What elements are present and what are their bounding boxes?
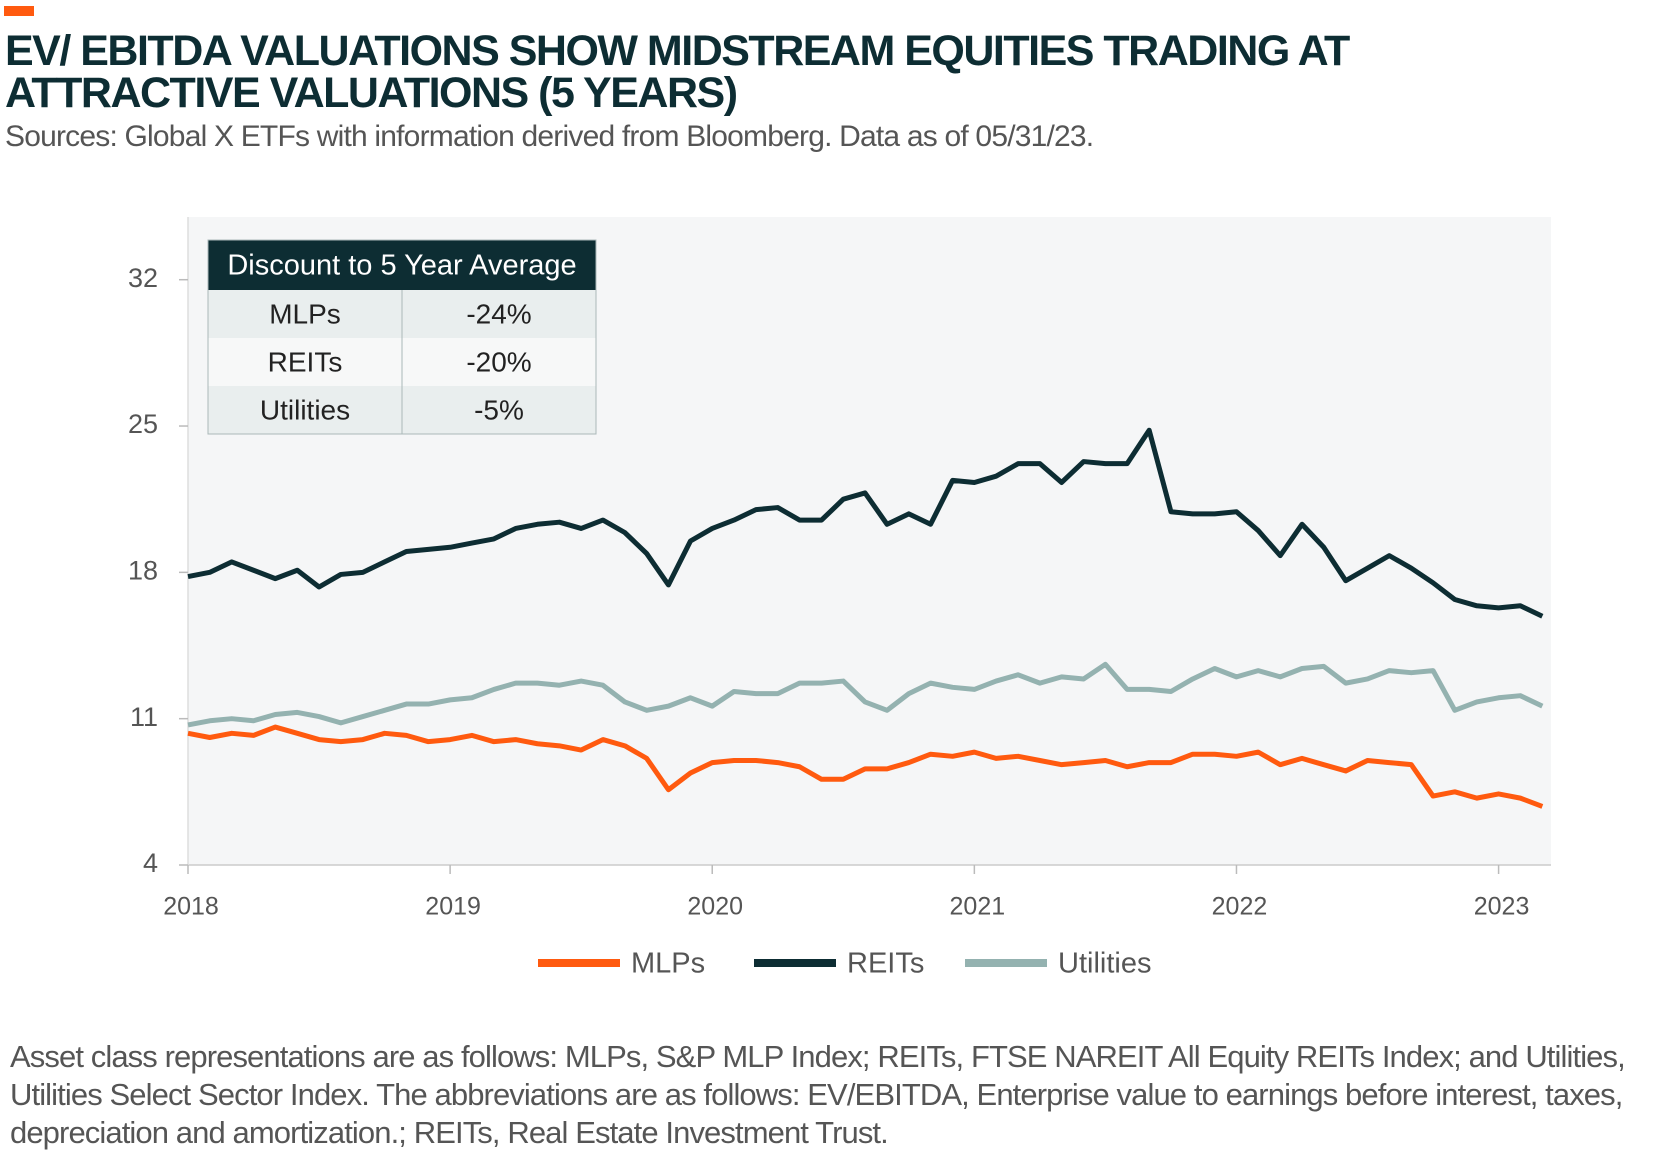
table-cell: MLPs: [269, 298, 341, 329]
footnote: Asset class representations are as follo…: [10, 1039, 1626, 1150]
chart: 4 11 18 25 32 2018 2019 2020 2021 2022 2023 MLPs REI…: [128, 217, 1551, 980]
table-header-bg: [208, 240, 596, 290]
y-tick-label: 11: [130, 702, 158, 732]
accent-bar: [4, 6, 34, 16]
table-cell: -24%: [466, 298, 531, 329]
table-cell: -5%: [474, 394, 524, 425]
legend-label: Utilities: [1058, 948, 1151, 980]
line-series: [187, 427, 1544, 619]
table-cell: REITs: [268, 346, 343, 377]
table-header: Discount to 5 Year Average: [227, 250, 576, 282]
legend-label: MLPs: [631, 948, 705, 980]
x-tick-label: 2021: [950, 893, 1006, 921]
line-series: [187, 661, 1544, 728]
line-series: [187, 724, 1544, 809]
y-tick-label: 25: [128, 409, 158, 439]
y-tick-label: 4: [143, 848, 158, 878]
legend-label: REITs: [847, 948, 924, 980]
x-tick-label: 2022: [1212, 893, 1268, 921]
x-tick-label: 2023: [1474, 893, 1530, 921]
chart-title: EV/ EBITDA VALUATIONS SHOW MIDSTREAM EQU…: [5, 27, 1350, 117]
y-tick-label: 18: [128, 555, 158, 585]
x-tick-label: 2019: [425, 893, 481, 921]
x-tick-label: 2020: [687, 893, 743, 921]
chart-subtitle: Sources: Global X ETFs with information …: [5, 120, 1094, 153]
table-cell: -20%: [466, 346, 531, 377]
table-cell: Utilities: [260, 394, 350, 425]
y-tick-label: 32: [128, 263, 158, 293]
x-tick-label: 2018: [163, 893, 219, 921]
